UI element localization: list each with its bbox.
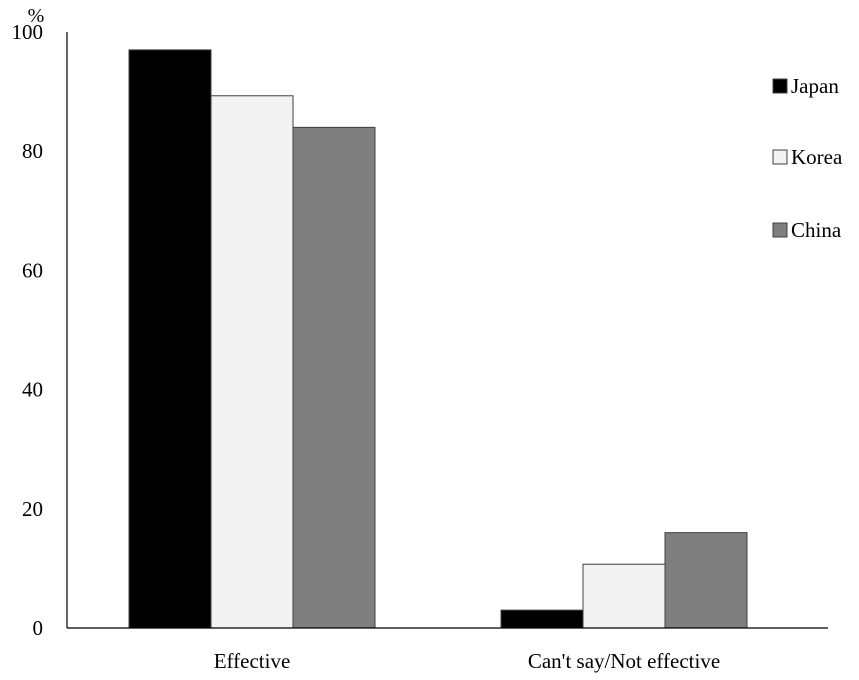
bar-china-not-effective [664,532,748,629]
legend: Japan Korea China [772,74,843,242]
y-axis-unit: % [28,5,45,27]
legend-swatch-korea [772,149,788,165]
y-tick-label: 100 [12,20,44,44]
legend-label-japan: Japan [791,74,839,98]
bar-japan-not-effective [500,609,584,629]
legend-label-korea: Korea [791,145,843,169]
y-tick-label: 40 [22,378,43,402]
x-category-label: Effective [214,649,291,673]
x-category-label: Can't say/Not effective [528,649,720,673]
y-tick-label: 80 [22,139,43,163]
legend-swatch-china [772,222,788,238]
y-tick-label: 0 [33,616,44,640]
y-axis-ticks: 0 20 40 60 80 100% [12,5,45,640]
legend-label-china: China [791,218,842,242]
bar-korea-effective [210,95,294,629]
bars [128,49,748,629]
bar-korea-not-effective [582,563,666,629]
axes [66,32,828,629]
bar-japan-effective [128,49,212,629]
y-tick-label: 60 [22,258,43,282]
x-axis-categories: Effective Can't say/Not effective [214,649,720,673]
legend-swatch-japan [772,78,788,94]
y-tick-label: 20 [22,497,43,521]
bar-china-effective [292,126,376,629]
